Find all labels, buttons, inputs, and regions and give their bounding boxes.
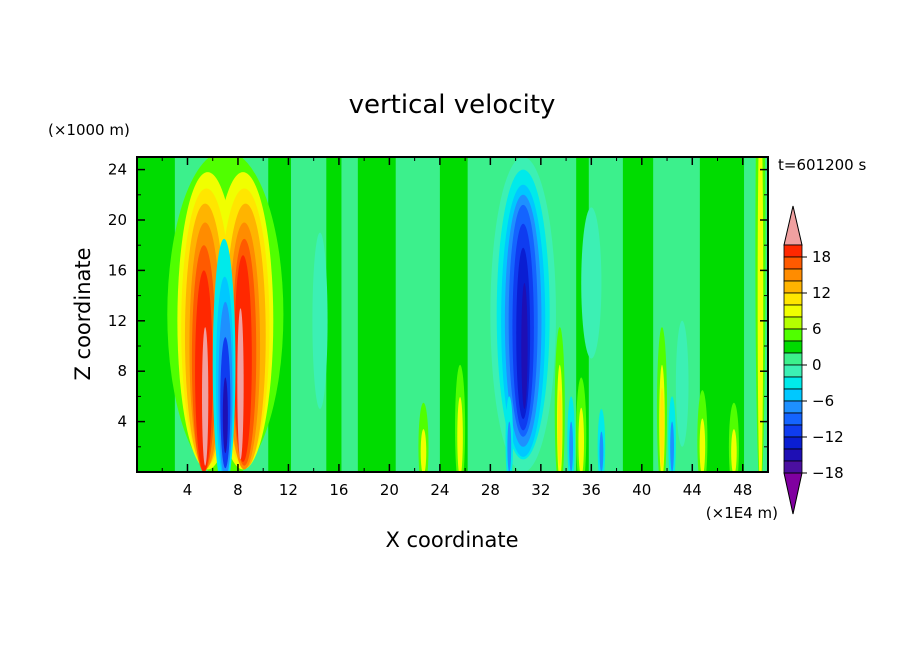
y-unit-label: (×1000 m) [48,121,130,139]
x-tick-label: 32 [531,481,550,499]
y-tick-label: 8 [117,362,127,380]
small-updraft-core2 [660,387,664,469]
small-updraft-core [757,157,764,472]
colorbar-extend-min [783,472,803,515]
small-updraft-core2 [557,390,562,466]
y-tick-label: 4 [117,413,127,431]
x-axis: 4 8 12 16 20 24 28 32 36 40 44 48 [161,157,752,499]
patch-teal [581,207,602,359]
band-green [357,157,396,472]
small-updraft-core [420,429,427,472]
colorbar-box [783,436,803,450]
colorbar-label: −18 [812,464,844,482]
colorbar-box [783,364,803,378]
colorbar-box [783,400,803,414]
x-axis-label: X coordinate [385,528,518,552]
x-tick-label: 24 [430,481,449,499]
band-green [326,157,342,472]
y-tick-label: 12 [108,312,127,330]
colorbar-label: 18 [812,248,831,266]
band-green [622,157,654,472]
colorbar-box [783,256,803,270]
colorbar-box [783,244,803,258]
contour-field [137,157,766,472]
colorbar-box [783,340,803,354]
colorbar-label: 0 [812,356,822,374]
colorbar-box [783,316,803,330]
colorbar-box [783,280,803,294]
small-downdraft-core [569,421,574,472]
y-axis-label: Z coordinate [71,247,95,380]
plot-frame [136,156,769,473]
x-tick-label: 8 [233,481,243,499]
patch-teal [675,320,689,447]
colorbar-box [783,268,803,282]
colorbar-box [783,448,803,462]
small-downdraft-core [599,431,604,472]
y-tick-label: 20 [108,211,127,229]
colorbar-box [783,424,803,438]
x-tick-label: 40 [632,481,651,499]
downdraft-1-nv [222,377,228,454]
updraft-2-peak [237,308,244,460]
x-tick-label: 36 [582,481,601,499]
patch-teal [312,232,328,409]
colorbar-label: −6 [812,392,834,410]
small-updraft-core [699,418,706,472]
downdraft-2-nv [521,283,528,409]
colorbar-label: −12 [812,428,844,446]
x-tick-label: 44 [683,481,702,499]
y-axis: 4 8 12 16 20 24 [108,161,768,448]
small-downdraft-core [507,421,512,472]
updraft-1-peak [201,327,209,466]
colorbar-box [783,292,803,306]
y-tick-label: 24 [108,161,127,179]
x-tick-label: 48 [733,481,752,499]
colorbar-label: 12 [812,284,831,302]
colorbar-box [783,352,803,366]
colorbar-box [783,328,803,342]
x-tick-label: 16 [329,481,348,499]
x-tick-label: 28 [481,481,500,499]
colorbar: 18 12 6 0 −6 −12 −18 [783,205,844,515]
small-updraft-core [578,407,584,472]
x-tick-label: 20 [380,481,399,499]
colorbar-box [783,304,803,318]
x-unit-label: (×1E4 m) [706,504,778,522]
colorbar-box [783,376,803,390]
small-downdraft-core [670,421,674,472]
x-tick-label: 12 [279,481,298,499]
small-updraft-core [457,397,463,472]
colorbar-label: 6 [812,320,822,338]
small-updraft-core [731,429,737,472]
colorbar-extend-max [783,205,803,246]
colorbar-box [783,460,803,474]
colorbar-box [783,388,803,402]
x-tick-label: 4 [183,481,193,499]
chart-title: vertical velocity [349,90,556,120]
colorbar-box [783,412,803,426]
y-tick-label: 16 [108,261,127,279]
time-label: t=601200 s [778,156,866,174]
